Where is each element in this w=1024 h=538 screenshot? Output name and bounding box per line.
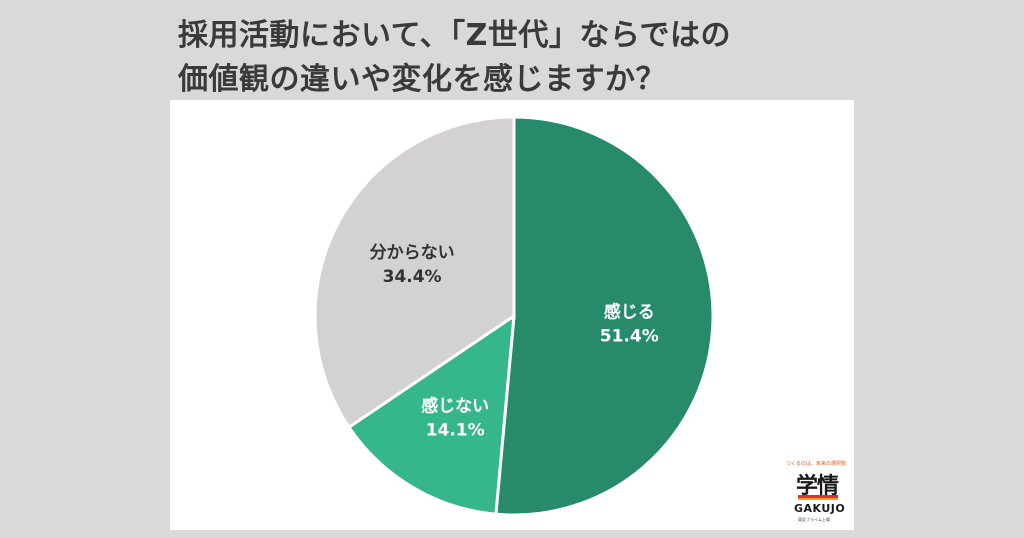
logo-mark: 学情 xyxy=(796,474,839,499)
slice-value-1: 14.1% xyxy=(426,420,485,440)
chart-panel: 感じる 51.4% 感じない 14.1% 分からない 34.4% xyxy=(170,100,854,530)
title-line-1: 採用活動において、「Z世代」ならではの xyxy=(178,18,731,53)
chart-title: 採用活動において、「Z世代」ならではの 価値観の違いや変化を感じますか？ xyxy=(178,14,731,102)
pie-slice-2 xyxy=(313,115,516,429)
gakujo-logo: つくるのは、未来の選択肢 学情 GAKUJO 東証プライム上場 xyxy=(786,458,850,528)
slice-label-2: 分からない xyxy=(370,243,455,263)
slice-value-0: 51.4% xyxy=(600,326,659,346)
title-line-2: 価値観の違いや変化を感じますか？ xyxy=(178,62,666,97)
pie-slice-1 xyxy=(347,314,516,516)
pie-slice-0 xyxy=(494,115,715,517)
logo-brand: GAKUJO xyxy=(794,502,846,515)
logo-tagline: つくるのは、未来の選択肢 xyxy=(786,461,846,467)
pie-chart: 感じる 51.4% 感じない 14.1% 分からない 34.4% xyxy=(313,115,715,517)
logo-sub: 東証プライム上場 xyxy=(798,517,830,522)
slice-value-2: 34.4% xyxy=(383,267,442,287)
logo-red-bar xyxy=(798,495,838,498)
logo-orange-bar xyxy=(798,498,838,500)
slice-label-1: 感じない xyxy=(421,395,489,416)
slice-label-0: 感じる xyxy=(604,301,655,322)
